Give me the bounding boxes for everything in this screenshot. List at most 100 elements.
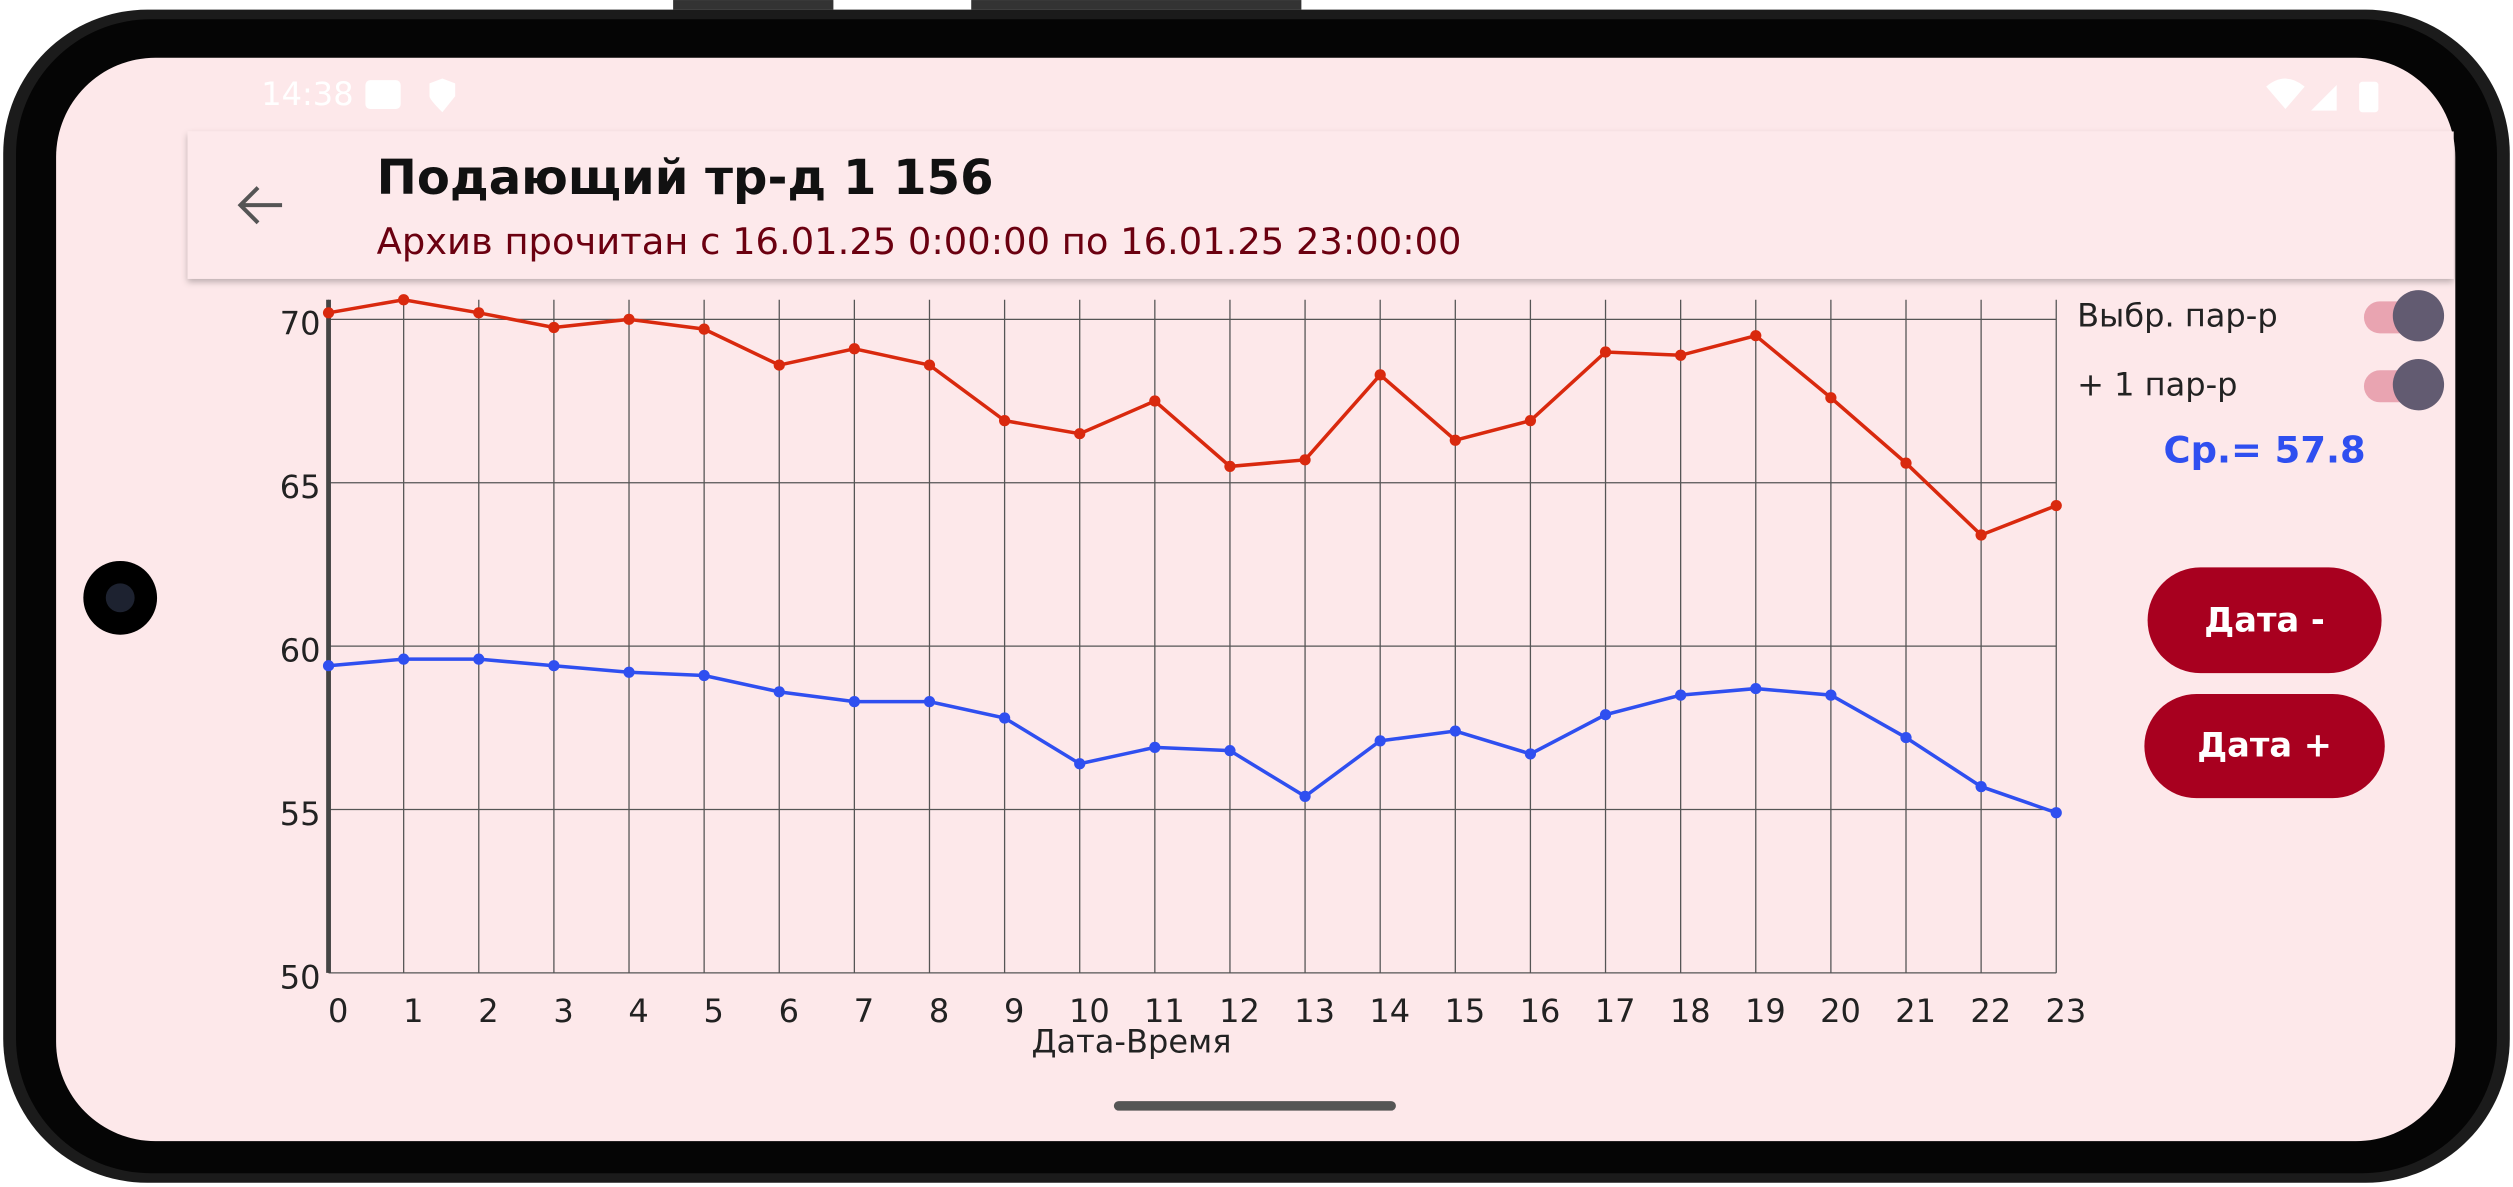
- x-tick-label: 4: [628, 992, 648, 1030]
- toggle-label: Выбр. пар-р: [2077, 296, 2278, 334]
- data-point: [1750, 682, 1762, 695]
- x-tick-label: 1: [403, 992, 423, 1030]
- data-point: [1149, 741, 1161, 753]
- x-tick-label: 23: [2045, 992, 2086, 1030]
- x-tick-label: 13: [1294, 992, 1335, 1030]
- data-point: [1900, 731, 1912, 744]
- x-tick-label: 12: [1219, 992, 1260, 1030]
- data-point: [548, 660, 560, 672]
- data-point: [2050, 499, 2062, 512]
- status-icon: [429, 78, 456, 113]
- toggle-thumb[interactable]: [2392, 290, 2445, 342]
- x-tick-label: 11: [1144, 992, 1185, 1030]
- x-tick-label: 8: [929, 992, 949, 1030]
- data-point: [1074, 758, 1086, 770]
- x-axis-label: Дата-Время: [1031, 1022, 1231, 1060]
- data-point: [1975, 529, 1987, 541]
- y-tick-label: 50: [280, 958, 321, 996]
- data-point: [1224, 745, 1236, 757]
- data-point: [1374, 735, 1386, 747]
- data-point: [848, 696, 860, 708]
- data-point: [1975, 780, 1987, 793]
- back-button[interactable]: [237, 186, 283, 225]
- y-tick-label: 70: [280, 305, 321, 343]
- data-point: [1299, 790, 1311, 803]
- data-point: [1825, 392, 1837, 404]
- subtitle: Архив прочитан с 16.01.25 0:00:00 по 16.…: [377, 220, 1462, 263]
- x-tick-label: 18: [1670, 992, 1711, 1030]
- toggle-label: + 1 пар-р: [2077, 365, 2237, 403]
- x-tick-label: 6: [779, 992, 799, 1030]
- data-point: [1675, 689, 1687, 701]
- data-point: [1149, 395, 1161, 407]
- x-tick-label: 9: [1004, 992, 1024, 1030]
- data-point: [322, 660, 335, 672]
- data-point: [473, 653, 485, 665]
- data-point: [1449, 434, 1461, 446]
- y-tick-label: 60: [280, 632, 321, 670]
- x-tick-label: 7: [854, 992, 874, 1030]
- data-point: [2050, 807, 2062, 819]
- data-point: [1825, 689, 1837, 701]
- data-point: [1074, 428, 1086, 440]
- data-point: [998, 712, 1011, 724]
- home-indicator: [1113, 1101, 1396, 1111]
- app-bar: [187, 131, 2454, 279]
- data-point: [1750, 330, 1762, 342]
- data-point: [698, 669, 710, 682]
- y-tick-label: 65: [280, 468, 321, 506]
- data-point: [1599, 346, 1612, 358]
- x-tick-label: 0: [328, 992, 348, 1030]
- data-point: [848, 343, 860, 355]
- date-plus-button[interactable]: [2144, 693, 2385, 799]
- data-point: [548, 321, 560, 334]
- x-tick-label: 3: [553, 992, 573, 1030]
- data-point: [1524, 415, 1537, 427]
- screen: [56, 57, 2456, 1142]
- camera-lens: [105, 583, 135, 613]
- date-minus-button[interactable]: [2147, 567, 2382, 674]
- title: Подающий тр-д 1 156: [377, 150, 994, 206]
- x-tick-label: 10: [1069, 992, 1110, 1030]
- data-point: [1524, 748, 1537, 760]
- data-point: [998, 415, 1011, 427]
- x-tick-label: 20: [1820, 992, 1861, 1030]
- data-point: [623, 666, 635, 678]
- x-tick-label: 5: [704, 992, 724, 1030]
- x-tick-label: 16: [1520, 992, 1561, 1030]
- button: [971, 0, 1302, 10]
- x-tick-label: 14: [1369, 992, 1410, 1030]
- data-point: [1299, 454, 1311, 466]
- data-point: [698, 323, 710, 335]
- data-point: [322, 307, 335, 319]
- data-point: [923, 359, 936, 371]
- x-tick-label: 17: [1595, 992, 1636, 1030]
- button-label: Дата +: [2197, 725, 2332, 764]
- status-icon: [365, 80, 401, 110]
- status-time: 14:38: [261, 75, 353, 113]
- data-point: [398, 653, 410, 665]
- data-point: [473, 307, 485, 319]
- data-point: [773, 359, 785, 371]
- data-line: [328, 657, 2057, 815]
- battery-icon: [2359, 81, 2379, 113]
- data-point: [398, 294, 410, 306]
- data-point: [1675, 349, 1687, 361]
- data-point: [1224, 460, 1236, 472]
- y-tick-label: 55: [280, 795, 321, 833]
- data-point: [1900, 457, 1912, 469]
- button: [673, 0, 834, 10]
- wifi-icon: [2266, 78, 2305, 110]
- x-tick-label: 15: [1445, 992, 1486, 1030]
- data-point: [623, 313, 635, 325]
- data-point: [773, 686, 785, 698]
- toggle-thumb[interactable]: [2392, 359, 2445, 411]
- data-line: [328, 297, 2057, 538]
- data-point: [1449, 725, 1461, 737]
- x-tick-label: 22: [1970, 992, 2011, 1030]
- average: Ср.= 57.8: [2164, 428, 2366, 471]
- x-tick-label: 21: [1895, 992, 1936, 1030]
